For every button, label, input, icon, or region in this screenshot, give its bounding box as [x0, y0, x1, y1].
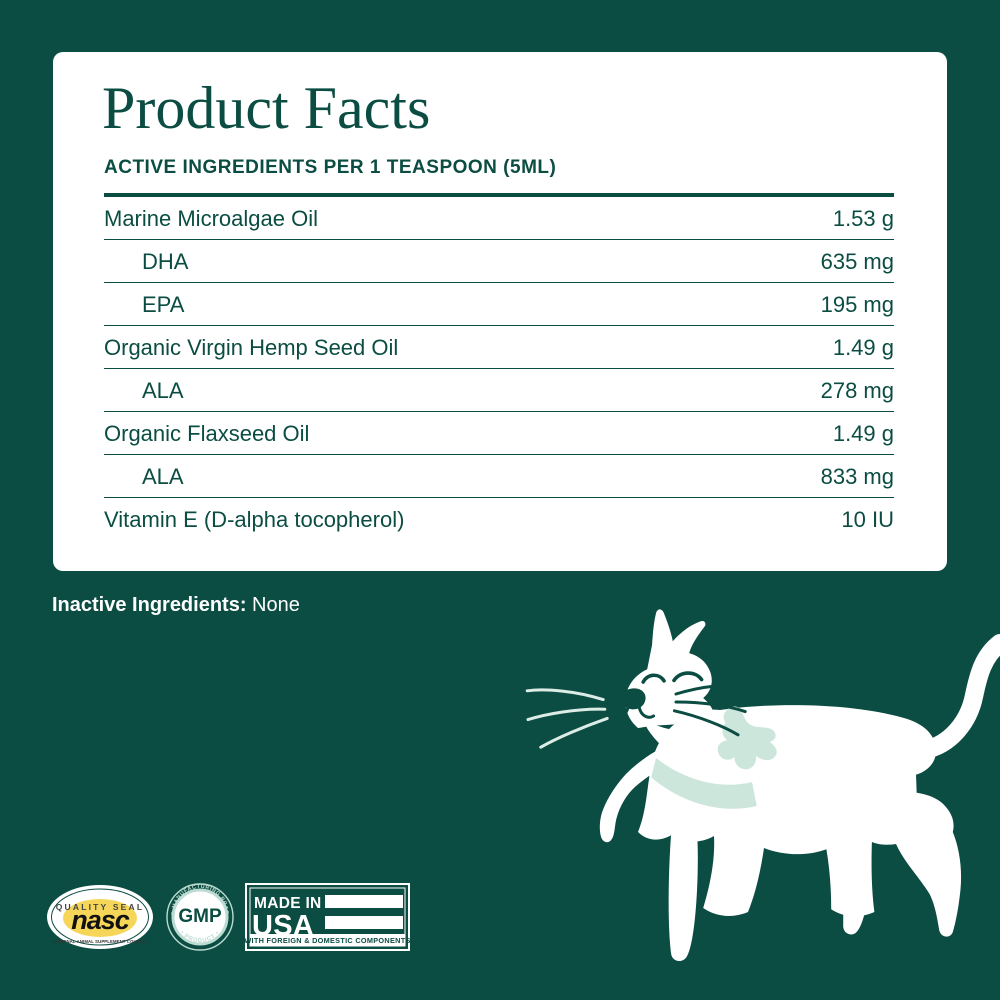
svg-text:GMP: GMP — [178, 906, 222, 927]
svg-text:nasc: nasc — [71, 905, 130, 935]
svg-text:WITH FOREIGN & DOMESTIC COMPON: WITH FOREIGN & DOMESTIC COMPONENTS — [245, 936, 410, 945]
svg-text:NATIONAL ANIMAL SUPPLEMENT COU: NATIONAL ANIMAL SUPPLEMENT COUNCIL — [53, 939, 147, 944]
